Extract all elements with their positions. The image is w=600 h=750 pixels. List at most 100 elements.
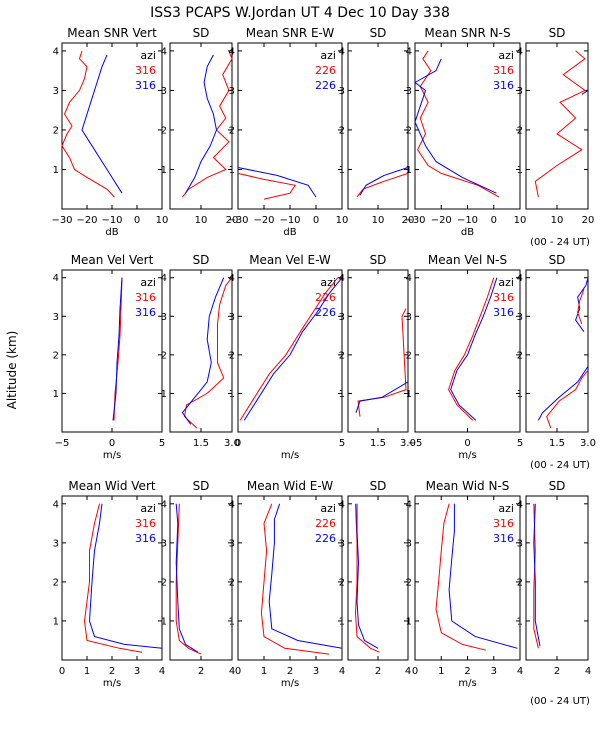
y-tick-label: 4 [161,46,167,57]
y-tick-label: 1 [517,616,523,627]
y-tick-label: 1 [339,165,345,176]
series-line-red [448,277,495,421]
legend-title: azi [498,276,514,289]
y-tick-label: 1 [339,389,345,400]
y-tick-label: 1 [406,616,412,627]
legend-red: 316 [135,291,156,304]
y-tick-label: 2 [406,350,412,361]
x-tick-label: 10 [336,215,349,226]
y-tick-label: 3 [517,312,523,323]
series-line-red [239,277,339,421]
y-tick-label: 2 [339,577,345,588]
y-tick-label: 1 [406,165,412,176]
legend-red: 316 [493,64,514,77]
x-tick-label: 10 [156,215,169,226]
series-line-red [182,50,233,198]
x-tick-label: 2 [109,666,115,677]
panel-11: Mean Vel N-S 1 2 3 4 −5 0 5 m/s azi 316 316 [406,253,524,461]
x-tick-label: 10 [195,215,208,226]
series-line-red [356,172,409,198]
x-axis-label: m/s [103,450,121,461]
panel-title: Mean Wid Vert [68,479,155,493]
series-line-red [533,503,539,649]
x-tick-label: 20 [226,215,239,226]
panel-1: Mean SNR Vert 1 2 3 4 −30 −20 −10 0 10 dB azi 316 316 [51,26,168,238]
series-line-red [237,172,297,200]
panel-title: SD [193,26,210,40]
legend-title: azi [498,502,514,515]
time-note-row3: (00 - 24 UT) [530,696,590,707]
x-tick-label: 2 [554,666,560,677]
panel-title: SD [370,253,387,267]
y-tick-label: 2 [161,125,167,136]
x-tick-label: 10 [514,215,527,226]
x-tick-label: 0 [412,666,418,677]
panel-16: SD 1 2 3 4 2 4 [339,479,412,677]
y-tick-label: 3 [406,86,412,97]
y-tick-label: 4 [517,273,523,284]
x-tick-label: 10 [551,215,564,226]
panel-title: SD [549,26,566,40]
panel-title: Mean SNR E-W [246,26,335,40]
legend-blue: 316 [135,306,156,319]
x-tick-label: −30 [404,215,425,226]
x-tick-label: −10 [101,215,122,226]
x-tick-label: −20 [431,215,452,226]
y-tick-label: 1 [517,389,523,400]
y-tick-label: 3 [161,538,167,549]
series-line-blue [237,167,317,198]
x-axis-label: m/s [103,678,121,689]
series-line-red [61,50,115,198]
y-tick-label: 4 [406,499,412,510]
legend-red: 226 [315,64,336,77]
legend-blue: 316 [493,79,514,92]
panel-12: SD 1 2 3 4 1.5 3.0 [517,253,596,449]
x-axis-label: m/s [281,678,299,689]
x-tick-label: 3 [134,666,140,677]
x-tick-label: −20 [76,215,97,226]
x-tick-label: −30 [227,215,248,226]
panel-frame [169,495,233,661]
y-tick-label: 3 [229,312,235,323]
series-line-red [113,277,123,421]
y-tick-label: 3 [161,86,167,97]
x-tick-label: 3.0 [580,438,596,449]
x-tick-label: 1.5 [193,438,209,449]
panel-18: SD 1 2 3 4 2 4 [517,479,592,677]
x-tick-label: 0 [109,438,115,449]
y-tick-label: 4 [53,499,59,510]
y-tick-label: 4 [161,273,167,284]
y-tick-label: 2 [53,350,59,361]
series-line-red [354,503,380,653]
x-tick-label: 3 [491,666,497,677]
x-tick-label: 4 [517,666,523,677]
panel-title: SD [193,479,210,493]
y-tick-label: 3 [339,86,345,97]
series-line-red [183,277,233,429]
x-tick-label: 4 [585,666,591,677]
legend-red: 316 [135,517,156,530]
panel-7: Mean Vel Vert 1 2 3 4 −5 0 5 m/s azi 316 316 [53,253,166,461]
panel-frame [169,42,233,210]
series-line-red [357,308,407,417]
x-tick-label: 2 [287,666,293,677]
y-tick-label: 4 [339,273,345,284]
series-line-red [534,50,586,198]
legend-blue: 316 [135,532,156,545]
y-tick-label: 3 [161,312,167,323]
legend-title: azi [140,502,156,515]
y-tick-label: 1 [161,389,167,400]
x-axis-label: dB [105,227,118,238]
series-line-blue [88,503,163,649]
panel-frame [237,269,343,433]
y-tick-label: 4 [229,273,235,284]
series-line-blue [359,167,409,196]
panel-title: Mean Wid E-W [247,479,333,493]
y-tick-label: 3 [339,538,345,549]
y-tick-label: 2 [517,577,523,588]
y-axis-label: Altitude (km) [5,331,19,410]
y-tick-label: 2 [339,125,345,136]
